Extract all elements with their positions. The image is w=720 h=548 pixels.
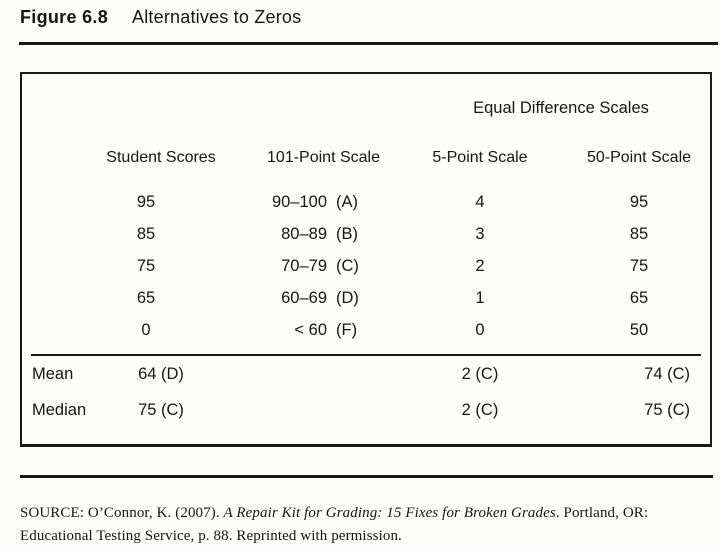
source-citation: SOURCE: O’Connor, K. (2007). A Repair Ki… — [20, 502, 714, 548]
figure-label: Figure 6.8 — [20, 7, 109, 27]
median-row-label: Median — [32, 400, 87, 419]
letter-grade: (A) — [336, 192, 358, 211]
score-range: 70–79 — [281, 256, 327, 275]
mean-row-label: Mean — [32, 364, 74, 383]
median-5-point: 2 (C) — [461, 400, 499, 419]
cell-5-point-scale: 0 — [475, 320, 485, 339]
source-divider-rule — [20, 475, 713, 478]
score-range: 60–69 — [281, 288, 327, 307]
source-book-title: A Repair Kit for Grading: 15 Fixes for B… — [223, 505, 556, 521]
cell-5-point-scale: 3 — [475, 224, 485, 243]
cell-50-point-scale: 95 — [629, 192, 649, 211]
cell-student-score: 85 — [136, 224, 156, 243]
summary-divider-rule — [31, 354, 701, 356]
cell-101-point-scale: 70–79 (C) — [222, 257, 400, 276]
letter-grade: (B) — [336, 224, 358, 243]
cell-50-point-scale: 50 — [629, 320, 649, 339]
cell-5-point-scale: 1 — [475, 288, 485, 307]
cell-101-point-scale: 80–89 (B) — [222, 225, 400, 244]
cell-101-point-scale: 60–69 (D) — [222, 289, 400, 308]
mean-student-score: 64 (D) — [138, 364, 184, 383]
cell-101-point-scale: 90–100 (A) — [222, 193, 400, 212]
letter-grade: (C) — [336, 256, 359, 275]
cell-student-score: 0 — [141, 320, 151, 339]
cell-student-score: 75 — [136, 256, 156, 275]
figure-title: Alternatives to Zeros — [132, 7, 302, 27]
score-range: < 60 — [294, 320, 327, 339]
col-header-50-point-scale: 50-Point Scale — [586, 149, 692, 166]
median-student-score: 75 (C) — [138, 400, 184, 419]
cell-student-score: 95 — [136, 192, 156, 211]
cell-50-point-scale: 75 — [629, 256, 649, 275]
source-citation-pre: SOURCE: O’Connor, K. (2007). — [20, 505, 224, 521]
col-header-101-point-scale: 101-Point Scale — [267, 149, 380, 166]
col-header-student-scores: Student Scores — [106, 149, 216, 166]
cell-5-point-scale: 4 — [475, 192, 485, 211]
cell-50-point-scale: 85 — [629, 224, 649, 243]
score-range: 80–89 — [281, 224, 327, 243]
col-header-5-point-scale: 5-Point Scale — [432, 149, 528, 166]
mean-50-point: 74 (C) — [644, 364, 690, 383]
table-grid: Equal Difference Scales Student Scores 1… — [22, 74, 710, 428]
letter-grade: (F) — [336, 320, 358, 339]
equal-difference-scales-header: Equal Difference Scales — [473, 99, 649, 117]
letter-grade: (D) — [336, 288, 359, 307]
title-rule — [19, 42, 718, 45]
figure-header: Figure 6.8 Alternatives to Zeros — [20, 7, 301, 28]
alternatives-to-zeros-table: Equal Difference Scales Student Scores 1… — [20, 72, 712, 447]
score-range: 90–100 — [271, 192, 327, 211]
cell-50-point-scale: 65 — [629, 288, 649, 307]
median-50-point: 75 (C) — [644, 400, 690, 419]
mean-5-point: 2 (C) — [461, 364, 499, 383]
cell-student-score: 65 — [136, 288, 156, 307]
cell-5-point-scale: 2 — [475, 256, 485, 275]
cell-101-point-scale: < 60 (F) — [222, 321, 400, 340]
